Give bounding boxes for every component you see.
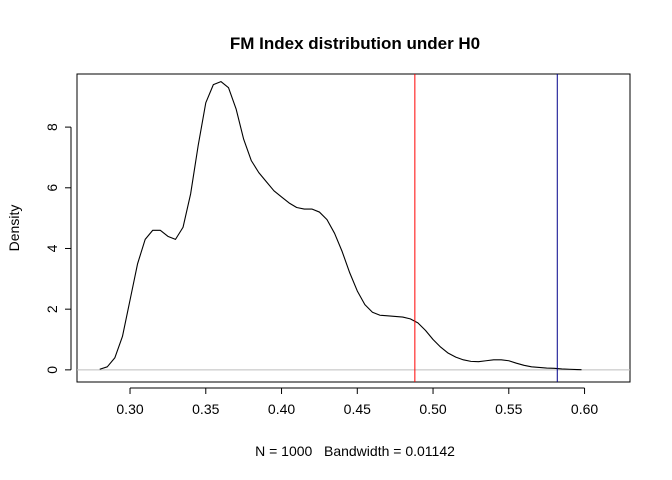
density-curve <box>99 81 582 371</box>
x-tick-label: 0.60 <box>571 401 598 417</box>
y-tick-label: 0 <box>44 366 60 374</box>
axis-layer: 0.30 0.35 0.40 0.45 0.50 0.55 0.60 0 2 4 6 8 <box>44 123 598 417</box>
x-tick-label: 0.35 <box>192 401 219 417</box>
y-axis-label: Density <box>6 205 22 252</box>
y-tick-label: 2 <box>44 305 60 313</box>
x-tick-label: 0.45 <box>344 401 371 417</box>
x-axis-label: N = 1000 Bandwidth = 0.01142 <box>255 443 455 459</box>
x-tick-label: 0.55 <box>495 401 522 417</box>
x-tick-label: 0.50 <box>419 401 446 417</box>
chart-title: FM Index distribution under H0 <box>230 34 480 53</box>
y-tick-label: 6 <box>44 184 60 192</box>
y-tick-label: 8 <box>44 123 60 131</box>
x-tick-label: 0.40 <box>268 401 295 417</box>
y-tick-label: 4 <box>44 244 60 252</box>
x-tick-label: 0.30 <box>116 401 143 417</box>
plot-frame <box>76 73 631 383</box>
plot-layer <box>77 74 630 382</box>
